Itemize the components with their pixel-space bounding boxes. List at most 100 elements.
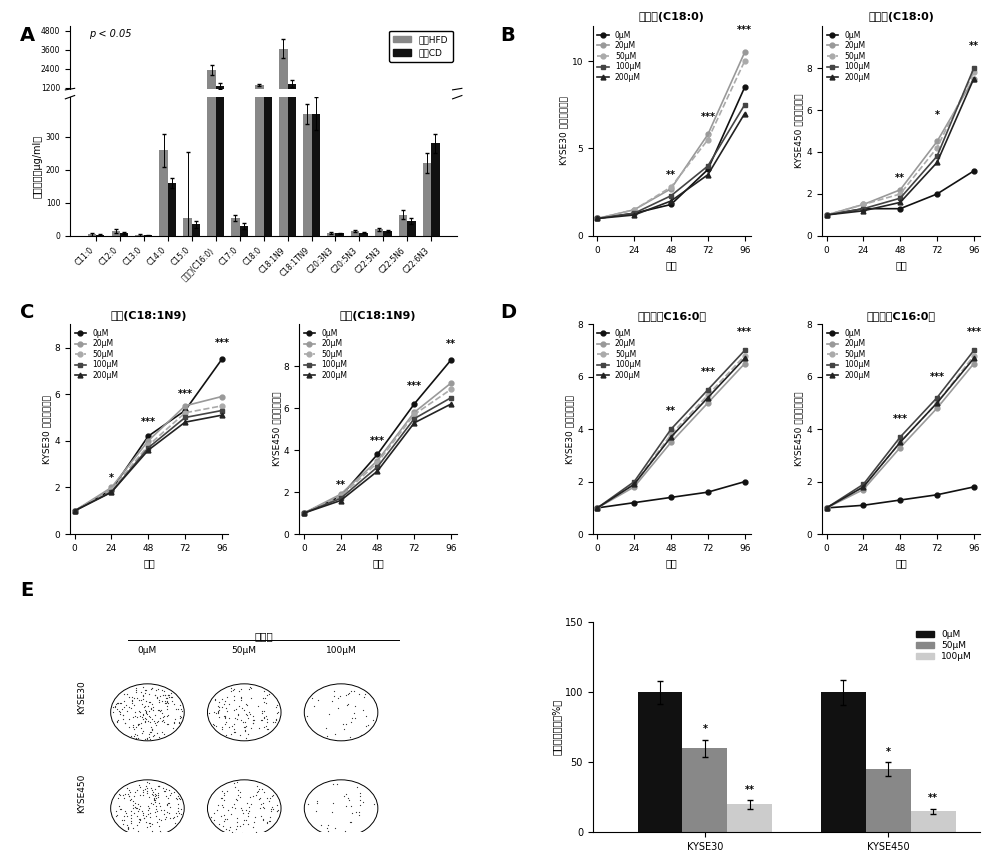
Point — [232, 791, 248, 805]
Point — [165, 812, 181, 825]
Legend: 0μM, 20μM, 50μM, 100μM, 200μM: 0μM, 20μM, 50μM, 100μM, 200μM — [74, 328, 119, 381]
0μM — [298, 508, 310, 518]
100μM — [408, 414, 420, 424]
Line: 0μM: 0μM — [301, 357, 454, 516]
Line: 0μM: 0μM — [824, 168, 976, 218]
Point — [163, 690, 179, 704]
Point — [235, 805, 251, 819]
Point — [141, 801, 157, 815]
Point — [250, 784, 266, 798]
Point — [138, 779, 154, 793]
Point — [261, 814, 277, 828]
Point — [136, 812, 152, 825]
Point — [158, 691, 174, 705]
Point — [156, 784, 172, 798]
Point — [214, 784, 230, 798]
Point — [206, 705, 222, 719]
Point — [151, 812, 167, 826]
Point — [136, 701, 152, 714]
Point — [161, 796, 177, 810]
Point — [268, 713, 284, 727]
Point — [121, 712, 137, 726]
Point — [355, 703, 371, 717]
Bar — [264, 0, 272, 236]
0μM — [857, 204, 869, 214]
Point — [161, 783, 177, 797]
Point — [143, 681, 159, 695]
Point — [119, 809, 135, 823]
Point — [152, 705, 168, 719]
Point — [352, 789, 368, 803]
Point — [233, 691, 249, 705]
Bar — [255, 85, 264, 107]
Point — [147, 716, 163, 730]
Point — [125, 799, 141, 812]
Text: ***: *** — [700, 367, 715, 376]
Point — [158, 789, 174, 803]
Point — [251, 792, 267, 806]
Point — [144, 825, 160, 838]
Point — [264, 789, 280, 803]
Point — [156, 803, 172, 817]
Point — [133, 720, 149, 734]
Point — [223, 684, 239, 698]
Point — [210, 707, 226, 720]
Point — [118, 698, 134, 712]
Point — [164, 690, 180, 704]
Point — [113, 696, 129, 710]
Point — [126, 722, 142, 736]
Point — [270, 803, 286, 817]
Point — [167, 712, 183, 726]
Point — [116, 687, 132, 701]
Point — [109, 807, 125, 821]
Point — [131, 778, 147, 792]
Point — [234, 701, 250, 715]
200μM — [702, 393, 714, 403]
Point — [210, 704, 226, 718]
Point — [161, 688, 177, 701]
Point — [127, 797, 143, 811]
Point — [152, 799, 168, 812]
Point — [144, 722, 160, 736]
Point — [208, 706, 224, 720]
Point — [216, 807, 232, 821]
Point — [227, 711, 243, 725]
Bar — [159, 102, 168, 107]
Point — [163, 686, 179, 700]
20μM — [69, 505, 81, 516]
Point — [135, 786, 151, 799]
Point — [232, 785, 248, 799]
Text: ***: *** — [893, 414, 908, 424]
Point — [221, 697, 237, 711]
100μM — [739, 345, 751, 355]
Point — [143, 725, 159, 739]
Point — [138, 706, 154, 720]
Point — [340, 697, 356, 711]
Line: 100μM: 100μM — [301, 395, 454, 516]
Bar — [231, 218, 240, 236]
100μM — [894, 432, 906, 442]
100μM — [739, 100, 751, 110]
Point — [226, 703, 242, 717]
Title: 棕榈酸（C16:0）: 棕榈酸（C16:0） — [866, 310, 935, 321]
Point — [142, 710, 158, 724]
20μM — [665, 437, 677, 447]
Point — [153, 813, 169, 827]
Point — [255, 812, 271, 825]
Line: 200μM: 200μM — [824, 76, 976, 218]
Bar — [168, 183, 176, 236]
Point — [147, 708, 163, 722]
Point — [153, 803, 169, 817]
Line: 50μM: 50μM — [72, 403, 224, 513]
Point — [259, 722, 275, 736]
Point — [141, 704, 157, 718]
0μM — [931, 490, 943, 500]
100μM — [371, 462, 383, 473]
Point — [132, 780, 148, 794]
Point — [245, 708, 261, 722]
0μM — [105, 485, 117, 495]
0μM — [821, 210, 833, 220]
Point — [162, 800, 178, 814]
Line: 0μM: 0μM — [595, 479, 747, 511]
Point — [143, 701, 159, 715]
